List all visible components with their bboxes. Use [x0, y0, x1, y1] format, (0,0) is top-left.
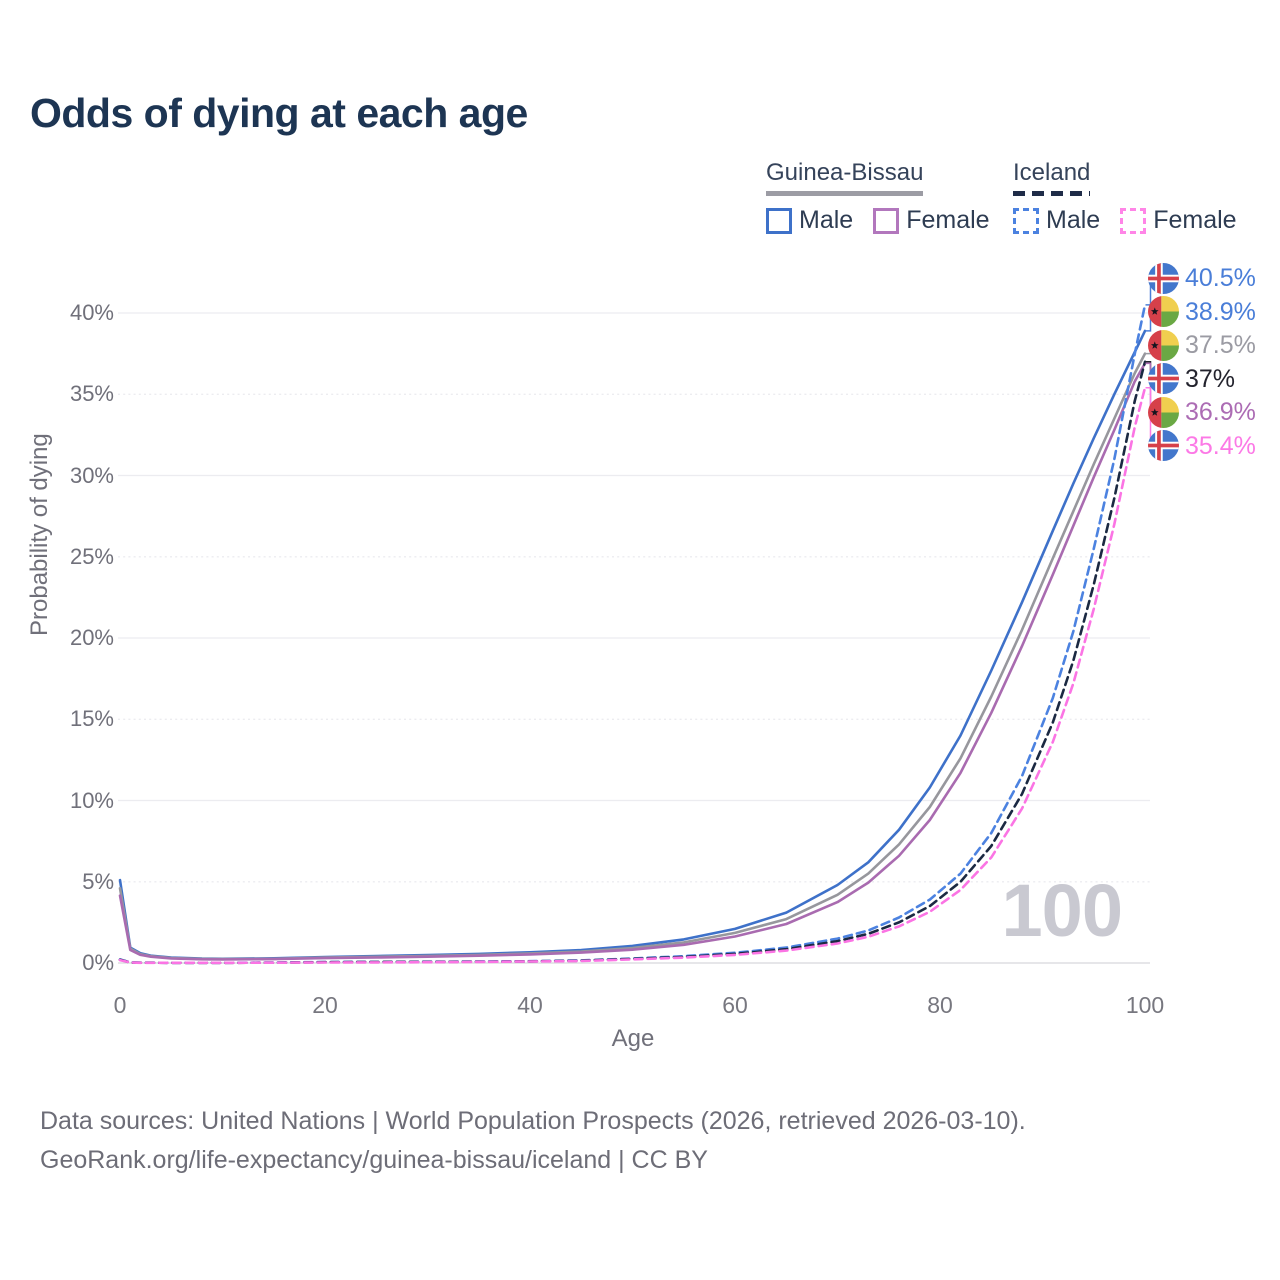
- x-tick-label: 0: [113, 992, 127, 1018]
- chart-title: Odds of dying at each age: [30, 90, 528, 136]
- y-tick-label: 5%: [82, 868, 114, 894]
- y-tick-label: 0%: [82, 950, 114, 975]
- footer-data-sources: Data sources: United Nations | World Pop…: [40, 1107, 1026, 1135]
- end-label-value: 37%: [1185, 364, 1236, 393]
- legend-items: Male Female: [766, 206, 990, 235]
- footer-attribution: GeoRank.org/life-expectancy/guinea-bissa…: [40, 1146, 708, 1174]
- legend-item-iceland-female[interactable]: Female: [1120, 206, 1237, 235]
- x-tick-label: 100: [1125, 992, 1165, 1018]
- y-tick-label: 15%: [69, 706, 114, 732]
- legend-swatch: [1120, 207, 1147, 234]
- guinea-bissau-flag-icon: [1148, 296, 1179, 327]
- legend-item-label: Male: [1046, 206, 1101, 235]
- legend-swatch: [1013, 207, 1039, 234]
- end-label: 36.9%: [1148, 396, 1256, 428]
- legend-item-guinea-bissau-male[interactable]: Male: [766, 206, 853, 235]
- legend-item-guinea-bissau-female[interactable]: Female: [873, 206, 990, 235]
- end-label: 38.9%: [1148, 296, 1256, 328]
- iceland-flag-icon: [1148, 430, 1179, 461]
- end-label-value: 36.9%: [1185, 398, 1256, 426]
- series-line-iceland-female: [118, 386, 1147, 965]
- y-tick-label: 35%: [69, 381, 114, 407]
- end-label: 37.5%: [1148, 329, 1256, 361]
- end-label-value: 37.5%: [1185, 331, 1256, 359]
- footer: Data sources: United Nations | World Pop…: [40, 1102, 1026, 1180]
- iceland-flag-icon: [1148, 363, 1179, 394]
- y-tick-label: 20%: [69, 625, 114, 650]
- legend-swatch: [766, 207, 792, 234]
- end-label-value: 40.5%: [1185, 264, 1256, 292]
- series-line-guinea-bissau-both-sexes: [118, 352, 1147, 961]
- guinea-bissau-flag-icon: [1148, 329, 1179, 361]
- x-tick-label: 80: [927, 992, 953, 1018]
- legend-country-label: Guinea-Bissau: [766, 159, 924, 186]
- legend-country-underline: [1013, 191, 1090, 197]
- series-line-iceland-male: [118, 303, 1147, 965]
- series-line-iceland-both-sexes: [118, 360, 1147, 965]
- y-tick-label: 25%: [69, 543, 114, 569]
- legend-country-underline: [766, 191, 923, 197]
- iceland-flag-icon: [1148, 262, 1179, 294]
- y-tick-label: 30%: [69, 462, 114, 488]
- x-tick-label: 60: [722, 992, 748, 1018]
- legend-item-label: Female: [906, 206, 990, 235]
- end-label: 40.5%: [1148, 262, 1256, 294]
- end-label-value: 38.9%: [1185, 297, 1256, 326]
- guinea-bissau-flag-icon: [1148, 396, 1179, 428]
- end-label: 35.4%: [1148, 430, 1256, 462]
- x-tick-label: 40: [517, 992, 543, 1018]
- legend-item-iceland-male[interactable]: Male: [1013, 206, 1100, 235]
- age-watermark: 100: [1001, 869, 1123, 952]
- y-axis-title: Probability of dying: [26, 433, 53, 637]
- series-line-guinea-bissau-male: [118, 329, 1147, 961]
- legend-country-label: Iceland: [1013, 159, 1091, 186]
- x-tick-label: 20: [312, 992, 338, 1018]
- y-tick-label: 10%: [69, 787, 114, 813]
- series-line-guinea-bissau-female: [118, 362, 1147, 961]
- x-axis-title: Age: [611, 1025, 655, 1052]
- legend-group-iceland: Iceland Male Female: [1013, 159, 1237, 235]
- legend-items: Male Female: [1013, 206, 1237, 235]
- legend-swatch: [873, 207, 900, 234]
- legend-group-guinea-bissau: Guinea-Bissau Male Female: [766, 159, 990, 235]
- end-label: 37%: [1148, 363, 1235, 395]
- legend-item-label: Male: [799, 206, 854, 235]
- legend-item-label: Female: [1153, 206, 1237, 235]
- y-tick-label: 40%: [69, 300, 114, 325]
- end-label-value: 35.4%: [1185, 431, 1256, 460]
